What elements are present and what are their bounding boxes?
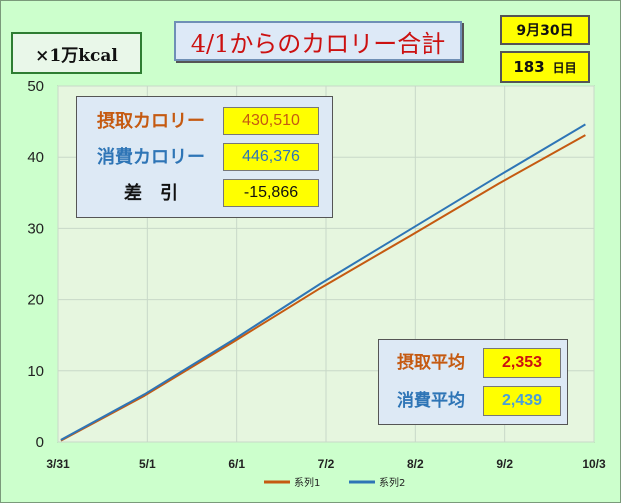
x-tick-label: 3/31 (46, 457, 70, 471)
x-tick-label: 7/2 (318, 457, 335, 471)
intake-total-label: 摂取カロリー (97, 111, 205, 132)
y-tick-label: 10 (27, 363, 44, 380)
difference-label: 差 引 (124, 183, 178, 204)
day-count: 183 (513, 58, 545, 76)
intake-average-value: 2,353 (483, 348, 561, 378)
y-tick-label: 20 (27, 292, 44, 309)
expend-average-row: 消費平均 2,439 (379, 384, 567, 418)
intake-total-value: 430,510 (223, 107, 319, 135)
intake-average-row: 摂取平均 2,353 (379, 346, 567, 380)
chart-title: 4/1からのカロリー合計 (174, 21, 462, 61)
difference-value: -15,866 (223, 179, 319, 207)
legend-label-2: 系列2 (379, 476, 405, 489)
expend-total-label: 消費カロリー (97, 147, 205, 168)
legend-label-1: 系列1 (294, 476, 320, 489)
difference-row: 差 引 -15,866 (77, 179, 332, 209)
x-tick-label: 6/1 (228, 457, 245, 471)
day-unit: 日目 (552, 60, 577, 75)
y-unit-label: ×1万kcal (11, 32, 142, 74)
day-count-badge: 183 日目 (500, 51, 590, 83)
intake-total-row: 摂取カロリー 430,510 (77, 107, 332, 137)
expend-average-label: 消費平均 (397, 391, 465, 411)
x-tick-label: 9/2 (496, 457, 513, 471)
expend-average-value: 2,439 (483, 386, 561, 416)
legend: 系列1 系列2 (264, 476, 405, 489)
series-lines (60, 123, 586, 442)
y-tick-label: 0 (36, 434, 44, 451)
x-axis-ticks: 3/31 5/1 6/1 7/2 8/2 9/2 10/3 (46, 457, 606, 471)
y-tick-label: 40 (27, 149, 44, 166)
x-tick-label: 10/3 (582, 457, 606, 471)
x-tick-label: 8/2 (407, 457, 424, 471)
series-line-2 (60, 123, 586, 441)
expend-total-row: 消費カロリー 446,376 (77, 143, 332, 173)
y-tick-label: 50 (27, 78, 44, 95)
intake-average-label: 摂取平均 (397, 353, 465, 373)
y-axis-ticks: 0 10 20 30 40 50 (27, 78, 44, 451)
x-tick-label: 5/1 (139, 457, 156, 471)
totals-panel: 摂取カロリー 430,510 消費カロリー 446,376 差 引 -15,86… (76, 96, 333, 218)
expend-total-value: 446,376 (223, 143, 319, 171)
date-badge: 9月30日 (500, 15, 590, 45)
y-tick-label: 30 (27, 220, 44, 237)
series-line-1 (60, 134, 586, 442)
averages-panel: 摂取平均 2,353 消費平均 2,439 (378, 339, 568, 425)
